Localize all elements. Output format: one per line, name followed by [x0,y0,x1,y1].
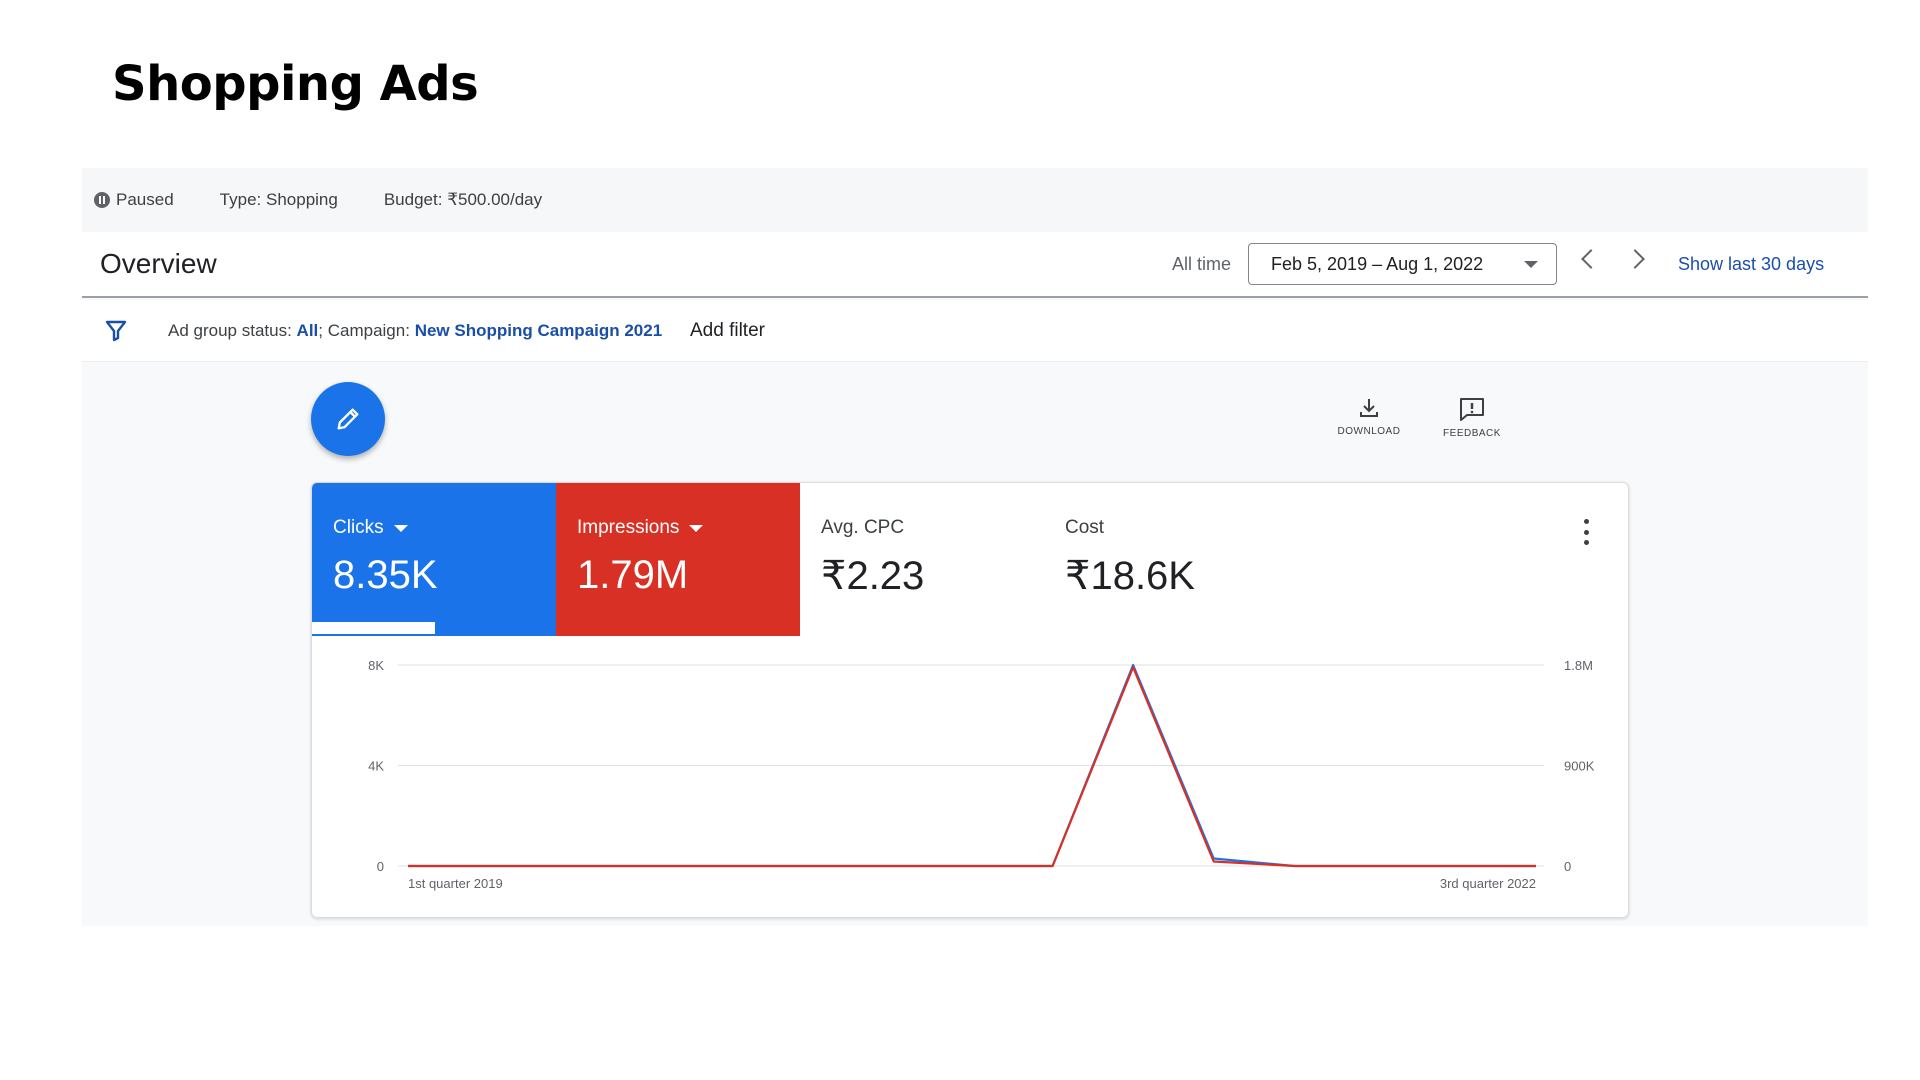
metric-clicks-name: Clicks [333,517,384,538]
status-type: Type: Shopping [220,190,338,210]
metric-clicks-value: 8.35K [333,553,438,597]
pencil-icon [337,408,359,430]
metric-impressions-value: 1.79M [577,553,689,597]
show-last-30-days-link[interactable]: Show last 30 days [1678,253,1825,274]
status-budget[interactable]: Budget: ₹500.00/day [384,190,542,210]
type-label: Type: [219,190,262,209]
y-right-tick-label: 1.8M [1564,658,1593,673]
performance-card: Clicks 8.35K Impressions 1.79M Avg. CPC … [311,482,1629,918]
metric-cost-label: Cost [1065,517,1105,538]
budget-label: Budget: [383,190,443,209]
dropdown-arrow-icon [1524,261,1538,268]
y-right-tick-label: 900K [1564,759,1595,774]
filter-bar: Ad group status: All; Campaign: New Shop… [82,300,1868,362]
type-value: Shopping [266,190,338,209]
y-left-tick-label: 4K [368,759,384,774]
campaign-status-bar: Paused Type: Shopping Budget: ₹500.00/da… [82,168,1868,232]
overview-header: Overview All time Feb 5, 2019 – Aug 1, 2… [82,232,1868,298]
performance-chart: 0 4K 8K 0 900K 1.8M 1st quarter 2019 3rd quarte… [368,658,1595,891]
ad-group-status-value: All [296,320,319,340]
status-paused[interactable]: Paused [94,190,174,210]
metric-impressions-name: Impressions [577,517,680,538]
y-left-tick-label: 0 [377,859,384,874]
download-icon [1360,399,1378,417]
ad-group-status-label: Ad group status: [168,320,292,340]
filter-icon[interactable] [104,318,128,342]
pause-icon [94,192,110,208]
download-label: DOWNLOAD [1337,426,1401,437]
feedback-icon [1460,398,1484,421]
x-tick-label: 3rd quarter 2022 [1440,876,1536,891]
selected-metric-indicator [312,622,435,634]
campaign-label: ; Campaign: [318,320,410,340]
dropdown-arrow-icon[interactable] [689,524,704,532]
dropdown-arrow-icon[interactable] [393,524,408,532]
metric-clicks-label: Clicks [333,517,408,539]
overview-title: Overview [100,248,217,279]
more-options-icon[interactable] [1584,519,1590,545]
feedback-label: FEEDBACK [1443,428,1501,439]
metric-impressions[interactable]: Impressions 1.79M [556,483,800,636]
metric-avg-cpc-label: Avg. CPC [821,517,905,538]
metric-avg-cpc-value: ₹2.23 [821,554,925,598]
active-filters[interactable]: Ad group status: All; Campaign: New Shop… [168,321,662,341]
status-paused-label: Paused [116,190,174,209]
date-range-value: Feb 5, 2019 – Aug 1, 2022 [1271,253,1484,274]
date-range-select[interactable]: Feb 5, 2019 – Aug 1, 2022 [1248,243,1557,285]
y-left-tick-label: 8K [368,658,384,673]
metric-clicks[interactable]: Clicks 8.35K [312,483,556,636]
metric-avg-cpc[interactable]: Avg. CPC ₹2.23 [800,483,1044,636]
add-filter-button[interactable]: Add filter [690,319,765,341]
feedback-button[interactable]: FEEDBACK [1432,396,1512,439]
series-line-impressions [408,666,1536,868]
edit-fab-button[interactable] [311,382,385,456]
download-button[interactable]: DOWNLOAD [1329,396,1409,437]
chevron-left-icon[interactable] [1581,249,1601,269]
chevron-right-icon[interactable] [1625,249,1645,269]
metric-cost-value: ₹18.6K [1065,554,1195,598]
y-right-tick-label: 0 [1564,859,1571,874]
x-tick-label: 1st quarter 2019 [408,876,503,891]
ads-overview-panel: Paused Type: Shopping Budget: ₹500.00/da… [82,168,1868,926]
budget-value: ₹500.00/day [447,190,543,209]
metric-impressions-label: Impressions [577,517,704,539]
range-label: All time [1172,253,1232,274]
metric-cost[interactable]: Cost ₹18.6K [1044,483,1288,636]
campaign-value: New Shopping Campaign 2021 [414,320,663,340]
page-title: Shopping Ads [112,56,479,112]
